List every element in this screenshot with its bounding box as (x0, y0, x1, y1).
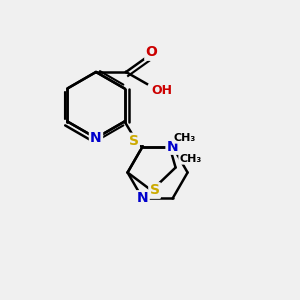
Text: O: O (146, 46, 158, 59)
Text: CH₃: CH₃ (173, 133, 196, 142)
Text: N: N (137, 191, 148, 206)
Text: N: N (167, 140, 178, 154)
Text: S: S (129, 134, 139, 148)
Text: S: S (150, 184, 160, 197)
Text: CH₃: CH₃ (179, 154, 202, 164)
Text: OH: OH (152, 83, 172, 97)
Text: N: N (90, 131, 102, 145)
